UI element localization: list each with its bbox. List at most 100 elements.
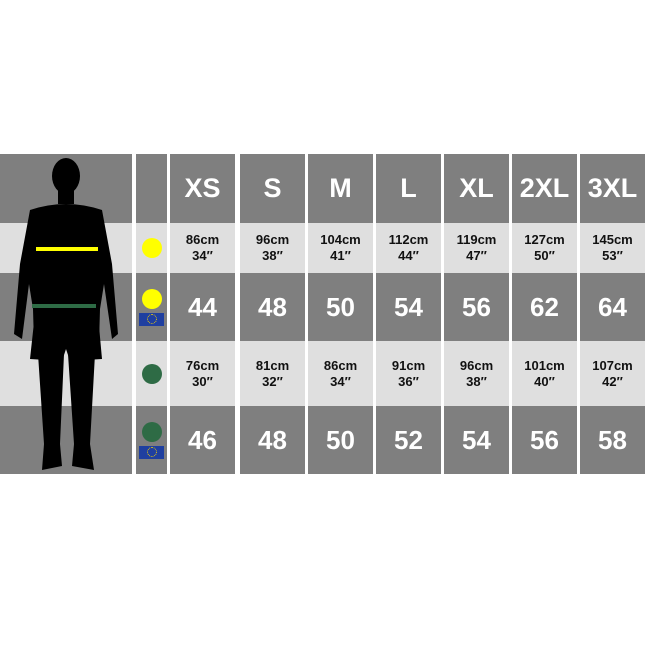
- size-cell: 86cm 34″: [170, 223, 235, 273]
- size-cell: 54: [444, 406, 509, 474]
- size-cell: 50: [308, 273, 373, 341]
- size-cell: 96cm 38″: [444, 341, 509, 406]
- waist-cm: 86cm: [323, 357, 358, 373]
- figure-stripe: [0, 341, 132, 406]
- chest-cm: 96cm: [255, 232, 290, 247]
- chest-in: 41″: [330, 248, 351, 263]
- size-cell: 54: [376, 273, 441, 341]
- waist-eu: 48: [258, 424, 287, 455]
- waist-eu: 58: [598, 424, 627, 455]
- size-cell: 2XL: [512, 154, 577, 223]
- size-cell: M: [308, 154, 373, 223]
- size-cell: XL: [444, 154, 509, 223]
- waist-eu: 52: [394, 424, 423, 455]
- green-dot-icon: [141, 421, 162, 442]
- size-column-m: M 104cm 41″ 50 86cm 34″ 50: [308, 154, 373, 474]
- size-cell: 64: [580, 273, 645, 341]
- figure-column: [0, 154, 132, 474]
- size-cell: 76cm 30″: [170, 341, 235, 406]
- size-cell: 48: [240, 273, 305, 341]
- chest-cm: 127cm: [524, 232, 565, 247]
- waist-cm: 96cm: [459, 357, 494, 373]
- chest-cm: 145cm: [592, 232, 633, 247]
- eu-flag-icon: [139, 312, 164, 326]
- waist-in: 32″: [262, 373, 283, 389]
- size-cell: 52: [376, 406, 441, 474]
- waist-eu: 54: [462, 424, 491, 455]
- size-cell: 44: [170, 273, 235, 341]
- size-column-s: S 96cm 38″ 48 81cm 32″ 48: [240, 154, 305, 474]
- waist-in: 30″: [192, 373, 213, 389]
- icon-cell: [136, 223, 167, 273]
- waist-in: 36″: [398, 373, 419, 389]
- waist-in: 34″: [330, 373, 351, 389]
- chest-eu: 50: [326, 291, 355, 322]
- size-cell: 145cm 53″: [580, 223, 645, 273]
- size-cell: 104cm 41″: [308, 223, 373, 273]
- chest-eu: 64: [598, 291, 627, 322]
- chest-cm: 119cm: [456, 232, 497, 247]
- size-column-3xl: 3XL 145cm 53″ 64 107cm 42″ 58: [580, 154, 645, 474]
- icon-cell: [136, 406, 167, 474]
- size-cell: 56: [512, 406, 577, 474]
- size-header: M: [329, 173, 352, 203]
- size-cell: XS: [170, 154, 235, 223]
- yellow-dot-icon: [141, 288, 162, 309]
- chest-eu: 44: [188, 291, 217, 322]
- icon-cell: [136, 273, 167, 341]
- size-column-2xl: 2XL 127cm 50″ 62 101cm 40″ 56: [512, 154, 577, 474]
- chest-eu: 48: [258, 291, 287, 322]
- waist-cm: 76cm: [185, 357, 220, 373]
- size-cell: 96cm 38″: [240, 223, 305, 273]
- size-cell: 127cm 50″: [512, 223, 577, 273]
- eu-stars: [146, 314, 157, 324]
- chest-cm: 86cm: [185, 232, 220, 247]
- chest-in: 34″: [192, 248, 213, 263]
- icon-cell: [136, 341, 167, 406]
- figure-stripe: [0, 406, 132, 474]
- waist-eu: 50: [326, 424, 355, 455]
- size-header: 3XL: [587, 173, 638, 203]
- icon-column: [136, 154, 167, 474]
- chest-line: [36, 247, 98, 251]
- waist-cm: 81cm: [255, 357, 290, 373]
- chest-in: 38″: [262, 248, 283, 263]
- size-cell: 112cm 44″: [376, 223, 441, 273]
- yellow-dot-icon: [141, 238, 162, 258]
- size-cell: 86cm 34″: [308, 341, 373, 406]
- waist-in: 40″: [534, 373, 555, 389]
- size-column-xs: XS 86cm 34″ 44 76cm 30″ 46: [170, 154, 235, 474]
- chest-cm: 112cm: [388, 232, 429, 247]
- size-column-l: L 112cm 44″ 54 91cm 36″ 52: [376, 154, 441, 474]
- eu-flag-icon: [139, 445, 164, 459]
- size-cell: 50: [308, 406, 373, 474]
- size-cell: 48: [240, 406, 305, 474]
- waist-eu: 56: [530, 424, 559, 455]
- waist-cm: 91cm: [391, 357, 426, 373]
- waist-cm: 107cm: [592, 357, 633, 373]
- green-dot-icon: [141, 363, 162, 384]
- waist-line: [32, 304, 96, 308]
- size-header: 2XL: [519, 173, 570, 203]
- waist-in: 38″: [466, 373, 487, 389]
- chest-cm: 104cm: [320, 232, 361, 247]
- size-cell: 46: [170, 406, 235, 474]
- silhouette-figure-icon: [14, 158, 118, 470]
- eu-stars: [146, 447, 157, 457]
- chest-in: 47″: [466, 248, 487, 263]
- chest-eu: 56: [462, 291, 491, 322]
- size-cell: 81cm 32″: [240, 341, 305, 406]
- size-cell: 119cm 47″: [444, 223, 509, 273]
- size-cell: L: [376, 154, 441, 223]
- size-cell: S: [240, 154, 305, 223]
- chest-in: 50″: [534, 248, 555, 263]
- size-column-xl: XL 119cm 47″ 56 96cm 38″ 54: [444, 154, 509, 474]
- size-header: L: [400, 173, 417, 203]
- icon-cell: [136, 154, 167, 223]
- chest-in: 53″: [602, 248, 623, 263]
- size-cell: 91cm 36″: [376, 341, 441, 406]
- waist-in: 42″: [602, 373, 623, 389]
- chest-eu: 62: [530, 291, 559, 322]
- waist-eu: 46: [188, 424, 217, 455]
- chest-eu: 54: [394, 291, 423, 322]
